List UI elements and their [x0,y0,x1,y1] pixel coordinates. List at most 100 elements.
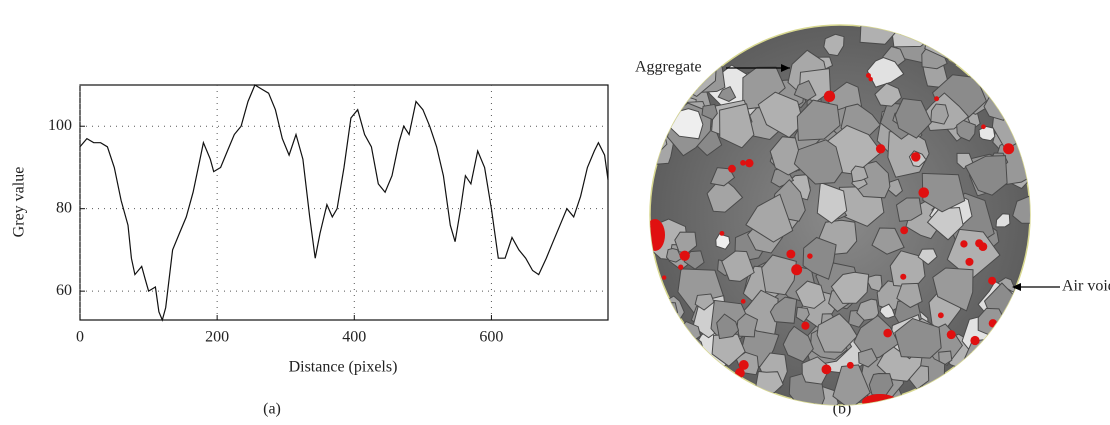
grain [650,353,681,402]
void [821,364,832,375]
grain [932,267,974,312]
void [937,312,944,319]
void [862,394,898,405]
grain [823,33,845,57]
grain [716,313,740,340]
grain [704,370,740,405]
grain [793,80,817,101]
x-tick-label: 200 [205,329,229,346]
void [679,250,690,261]
grain [706,176,744,213]
void [975,239,984,248]
plot-frame [79,84,609,321]
void [740,299,746,304]
grain [650,123,666,151]
void [786,249,796,259]
grain [1001,326,1020,343]
grain [956,119,976,142]
void [911,152,921,162]
void [719,230,725,236]
arrow-head [1012,283,1021,291]
grain [940,379,973,405]
void [823,90,836,102]
void [970,335,980,346]
void [968,379,981,392]
grain [830,271,870,304]
void [801,321,810,330]
void [671,344,680,352]
grain [1006,88,1030,131]
grain [656,301,679,326]
annotation: Aggregate [635,59,702,76]
grain [719,103,755,149]
grain [665,247,683,263]
grain [895,197,923,222]
grain [717,85,737,102]
void [868,77,873,82]
grain [795,306,810,323]
void [970,369,979,379]
grain [959,25,1008,71]
grid: 0 200 400 600 60 80 100 [48,85,608,346]
grain [1014,96,1030,111]
grain [650,286,664,322]
grain [978,125,996,142]
grain [721,250,755,282]
void [875,144,886,154]
void [883,328,892,338]
void [680,340,686,346]
grain [995,213,1011,228]
void [745,158,754,168]
grain [938,350,953,365]
grain [894,98,932,139]
grain [816,181,848,224]
grain [802,236,837,280]
x-tick-label: 600 [479,329,503,346]
grain [930,103,949,125]
y-tick-label: 100 [48,117,72,134]
grain [745,193,794,243]
grain [650,349,666,374]
grain [793,139,843,185]
void [988,276,997,285]
annotation: Air void [1062,278,1110,295]
void [846,361,854,369]
y-tick-label: 60 [56,282,72,299]
void [791,264,803,276]
grain [1003,78,1030,107]
void [946,330,956,340]
grain [990,25,1030,63]
grain [894,317,942,359]
arrow-head [781,64,790,72]
y-axis-label: Grey value [11,167,28,238]
void [900,226,909,235]
grain [782,325,814,363]
grain [757,91,804,139]
grain [850,165,869,183]
void [918,187,930,198]
grain [795,280,826,309]
data-line [79,84,609,322]
grain [917,248,938,266]
x-tick-label: 400 [342,329,366,346]
void [960,240,968,248]
grain [715,373,732,392]
grain [857,347,878,368]
grain [650,25,666,45]
panel-label: (a) [263,401,281,418]
void [1003,143,1015,155]
grain [707,25,745,54]
grain [1010,299,1030,339]
void [659,322,670,333]
plot [79,84,609,322]
grain [701,103,718,121]
void [728,164,736,173]
grain [694,293,715,311]
grain [650,363,663,390]
grain [708,25,741,51]
grain [909,25,942,38]
grain [926,206,964,241]
grain [653,358,675,377]
grain [650,330,664,361]
grain [816,313,858,353]
